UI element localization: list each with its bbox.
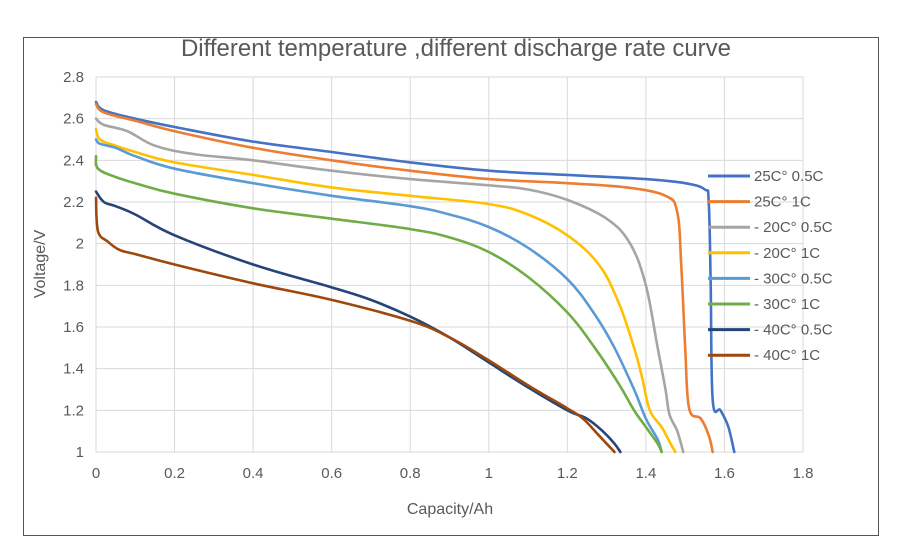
- legend-item: - 20C° 1C: [708, 245, 820, 262]
- series-line-25c-1c: [94, 102, 714, 454]
- legend-label: - 20C° 0.5C: [754, 219, 833, 236]
- legend-label: - 30C° 1C: [754, 296, 820, 313]
- x-tick-label: 0.6: [321, 465, 342, 482]
- x-tick-label: 1.8: [793, 465, 814, 482]
- series-line-30c-0-5c: [94, 138, 663, 454]
- x-axis-ticks: 0 0.2 0.4 0.6 0.8 1 1.2 1.4 1.6 1.8: [92, 465, 814, 482]
- y-tick-label: 2.4: [63, 152, 84, 169]
- legend-label: - 40C° 1C: [754, 347, 820, 364]
- series-lines: [94, 100, 736, 454]
- legend-label: 25C° 1C: [754, 194, 811, 211]
- legend-label: - 30C° 0.5C: [754, 270, 833, 287]
- y-tick-label: 1.4: [63, 361, 84, 378]
- gridlines: [95, 76, 804, 453]
- y-tick-label: 2.2: [63, 194, 84, 211]
- y-tick-label: 2.6: [63, 111, 84, 128]
- x-axis-label: Capacity/Ah: [407, 501, 493, 518]
- legend: 25C° 0.5C 25C° 1C - 20C° 0.5C - 20C° 1C - 30…: [708, 168, 833, 364]
- legend-item: - 30C° 1C: [708, 296, 820, 313]
- legend-label: 25C° 0.5C: [754, 168, 824, 185]
- series-line-40c-0-5c: [94, 190, 622, 454]
- series-line-40c-1c: [94, 196, 616, 454]
- x-tick-label: 1: [485, 465, 493, 482]
- chart-frame: [23, 37, 879, 536]
- x-tick-label: 0: [92, 465, 100, 482]
- y-tick-label: 1.2: [63, 402, 84, 419]
- legend-label: - 20C° 1C: [754, 245, 820, 262]
- x-tick-label: 0.8: [400, 465, 421, 482]
- legend-item: - 40C° 1C: [708, 347, 820, 364]
- x-tick-label: 1.4: [635, 465, 656, 482]
- x-tick-label: 0.2: [164, 465, 185, 482]
- x-tick-label: 0.4: [243, 465, 264, 482]
- y-tick-label: 2.8: [63, 69, 84, 86]
- chart-title: Different temperature ,different dischar…: [181, 35, 731, 62]
- legend-item: 25C° 0.5C: [708, 168, 824, 185]
- y-axis-ticks: 1 1.2 1.4 1.6 1.8 2 2.2 2.4 2.6 2.8: [63, 69, 84, 461]
- y-tick-label: 1.8: [63, 277, 84, 294]
- series-line-20c-0-5c: [94, 117, 685, 454]
- legend-item: 25C° 1C: [708, 194, 811, 211]
- y-tick-label: 2: [76, 236, 84, 253]
- x-tick-label: 1.6: [714, 465, 735, 482]
- series-line-30c-1c: [94, 154, 663, 454]
- legend-item: - 40C° 0.5C: [708, 322, 833, 339]
- y-tick-label: 1.6: [63, 319, 84, 336]
- series-line-20c-1c: [94, 127, 677, 454]
- series-line-25c-0-5c: [94, 100, 736, 454]
- y-tick-label: 1: [76, 444, 84, 461]
- y-axis-label: Voltage/V: [32, 229, 49, 298]
- legend-item: - 30C° 0.5C: [708, 270, 833, 287]
- legend-item: - 20C° 0.5C: [708, 219, 833, 236]
- x-tick-label: 1.2: [557, 465, 578, 482]
- legend-label: - 40C° 0.5C: [754, 322, 833, 339]
